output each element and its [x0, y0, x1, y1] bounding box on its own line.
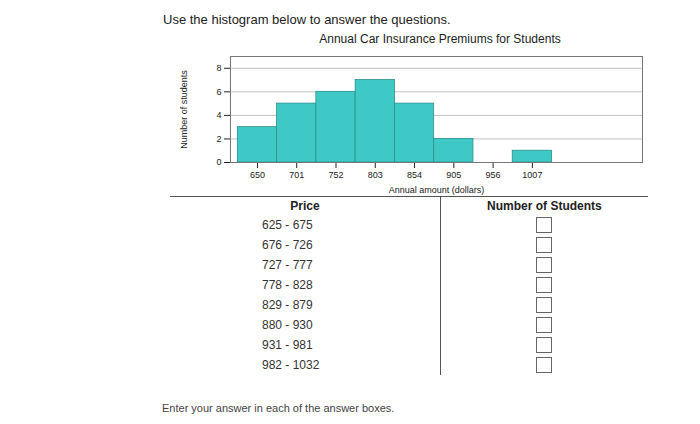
html-text:880 - 930: 880 - 930 — [262, 318, 313, 332]
svg-text:701: 701 — [289, 170, 304, 180]
svg-text:0: 0 — [216, 157, 221, 167]
html-text:676 - 726: 676 - 726 — [262, 238, 313, 252]
svg-text:854: 854 — [407, 170, 422, 180]
svg-text:Number of students: Number of students — [179, 70, 189, 149]
html-text:Use the histogram below to ans: Use the histogram below to answer the qu… — [163, 12, 451, 27]
html-text:Annual Car Insurance Premiums: Annual Car Insurance Premiums for Studen… — [319, 32, 561, 46]
html-text:727 - 777: 727 - 777 — [262, 258, 313, 272]
svg-text:956: 956 — [486, 170, 501, 180]
svg-text:6: 6 — [216, 87, 221, 97]
svg-text:650: 650 — [250, 170, 265, 180]
html-text:931 - 981: 931 - 981 — [262, 338, 313, 352]
html-text:829 - 879: 829 - 879 — [262, 298, 313, 312]
html-text:Enter your answer in each of t: Enter your answer in each of the answer … — [162, 402, 395, 414]
html-text:982 - 1032: 982 - 1032 — [262, 358, 320, 372]
svg-text:803: 803 — [368, 170, 383, 180]
svg-text:905: 905 — [446, 170, 461, 180]
html-text:625 - 675: 625 - 675 — [262, 218, 313, 232]
svg-text:2: 2 — [216, 134, 221, 144]
svg-text:4: 4 — [216, 110, 221, 120]
svg-text:8: 8 — [216, 63, 221, 73]
svg-text:Annual amount (dollars): Annual amount (dollars) — [389, 185, 485, 195]
html-text:778 - 828: 778 - 828 — [262, 278, 313, 292]
svg-text:1007: 1007 — [522, 170, 542, 180]
html-text:Price: Price — [290, 199, 320, 213]
svg-text:752: 752 — [328, 170, 343, 180]
html-text:Number of Students: Number of Students — [487, 199, 602, 213]
